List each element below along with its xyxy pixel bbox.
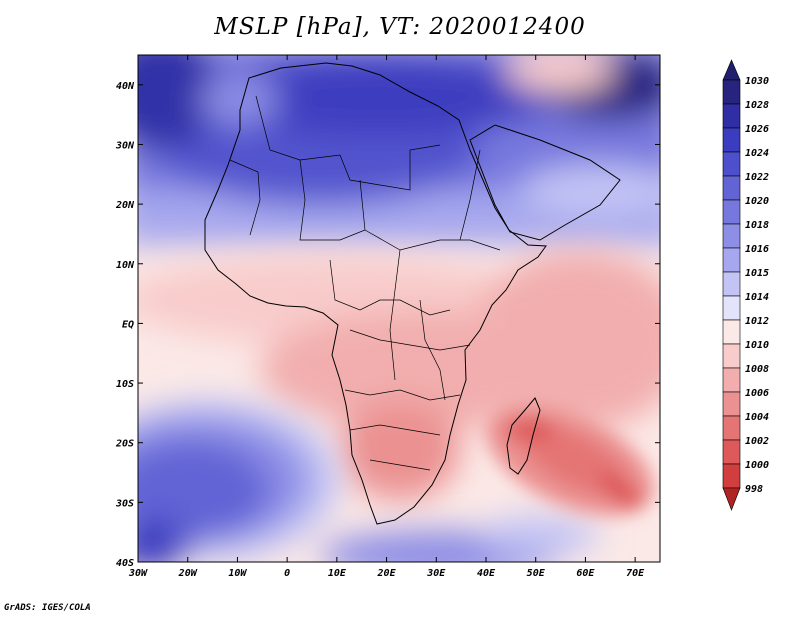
indian-ocean-low — [486, 404, 654, 516]
lon-tick-label: 30E — [426, 568, 446, 579]
colorbar-bottom-arrow — [722, 487, 741, 511]
colorbar-swatch — [722, 127, 741, 153]
lat-tick-label: 40N — [116, 81, 135, 92]
colorbar-label: 1026 — [745, 124, 769, 135]
colorbar-swatch — [722, 415, 741, 441]
country-borders — [229, 95, 501, 471]
lon-tick-label: 20E — [377, 568, 397, 579]
pressure-field — [138, 55, 660, 562]
colorbar-label: 1006 — [745, 388, 769, 399]
lat-tick-label: 10N — [116, 260, 135, 271]
colorbar-label: 1010 — [745, 340, 769, 351]
coastline — [204, 62, 547, 525]
colorbar-label: 1020 — [745, 196, 769, 207]
colorbar-swatch — [722, 79, 741, 105]
colorbar-swatch — [722, 439, 741, 465]
colorbar-swatch — [722, 463, 741, 489]
colorbar-swatch — [722, 247, 741, 273]
colorbar-swatch — [722, 223, 741, 249]
lat-tick-label: 20N — [115, 200, 135, 211]
south-atlantic-high — [138, 400, 600, 562]
colorbar-top-arrow — [722, 59, 741, 81]
lat-tick-label: 40S — [116, 558, 134, 569]
lon-tick-label: 10W — [228, 568, 247, 579]
colorbar-swatch — [722, 391, 741, 417]
colorbar-swatch — [722, 367, 741, 393]
map-title: MSLP [hPa], VT: 2020012400 — [214, 14, 586, 40]
lon-tick-label: 50E — [527, 568, 546, 579]
colorbar-label: 1022 — [745, 172, 769, 183]
colorbar-label: 998 — [745, 484, 763, 495]
colorbar-label: 1018 — [745, 220, 769, 231]
madagascar-outline — [506, 397, 541, 475]
lon-tick-label: 20W — [178, 568, 198, 579]
lon-tick-label: 0 — [284, 568, 290, 579]
colorbar-swatch — [722, 199, 741, 225]
colorbar-label: 1008 — [745, 364, 769, 375]
colorbar-label: 1024 — [745, 148, 769, 159]
colorbar-swatch — [722, 319, 741, 345]
axis-ticks: 30W 20W 10W 0 10E 20E 30E 40E 50E 60E 70E 40N 30N 20N… — [115, 55, 660, 579]
colorbar-label: 1016 — [745, 244, 769, 255]
lon-tick-label: 30W — [128, 568, 148, 579]
colorbar-label: 1014 — [745, 292, 769, 303]
colorbar: 1030 1028 1026 1024 1022 1020 1018 1016 1015 1014… — [722, 59, 769, 511]
grads-credit: GrADS: IGES/COLA — [4, 603, 91, 613]
lon-tick-label: 10E — [328, 568, 347, 579]
colorbar-swatch — [722, 151, 741, 177]
lat-tick-label: 30N — [115, 140, 135, 151]
arabia-outline — [469, 124, 621, 241]
lon-tick-label: 60E — [576, 568, 595, 579]
colorbar-swatch — [722, 295, 741, 321]
plot-frame — [137, 54, 661, 563]
lat-tick-label: EQ — [122, 319, 134, 330]
lat-tick-label: 10S — [116, 379, 134, 390]
northern-high-zone — [138, 55, 660, 245]
lat-tick-label: 30S — [115, 498, 134, 509]
lon-tick-label: 40E — [477, 568, 496, 579]
colorbar-swatch — [722, 175, 741, 201]
lat-tick-label: 20S — [115, 439, 134, 450]
colorbar-label: 1002 — [745, 436, 769, 447]
colorbar-label: 1012 — [745, 316, 769, 327]
tropical-low-zone — [138, 250, 660, 500]
colorbar-label: 1030 — [745, 76, 769, 87]
colorbar-swatch — [722, 271, 741, 297]
colorbar-swatch — [722, 343, 741, 369]
colorbar-label: 1028 — [745, 100, 769, 111]
colorbar-label: 1000 — [745, 460, 769, 471]
lon-tick-label: 70E — [626, 568, 645, 579]
colorbar-label: 1004 — [745, 412, 769, 423]
colorbar-swatch — [722, 103, 741, 129]
colorbar-label: 1015 — [745, 268, 769, 279]
